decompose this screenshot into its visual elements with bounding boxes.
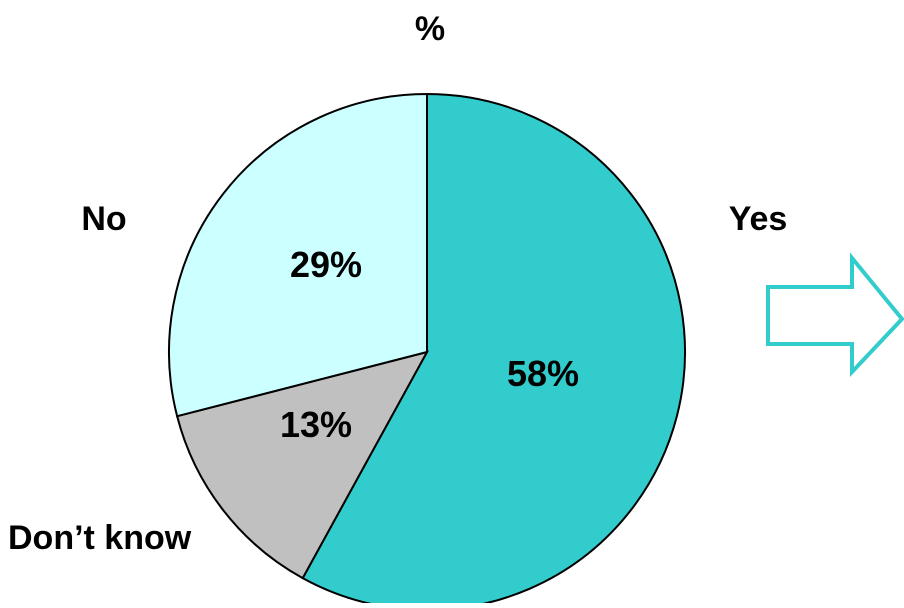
pie-slices (168, 92, 686, 608)
slice-category-label: No (81, 200, 126, 238)
pie-slice-no (168, 92, 428, 418)
slice-value-labels: 58% 13% 29% (280, 244, 579, 445)
slice-value-label: 13% (280, 404, 352, 445)
slice-category-labels: Yes Don’t know No (8, 200, 787, 557)
right-arrow-outline-icon (766, 252, 904, 378)
slice-category-label: Don’t know (8, 519, 192, 557)
pie-slice-yes (301, 92, 686, 608)
pie-slice-don-t-know (175, 350, 429, 580)
slice-category-label: Yes (729, 200, 788, 238)
slice-value-label: 29% (290, 244, 362, 285)
slice-value-label: 58% (507, 353, 579, 394)
chart-title: % (415, 10, 445, 48)
